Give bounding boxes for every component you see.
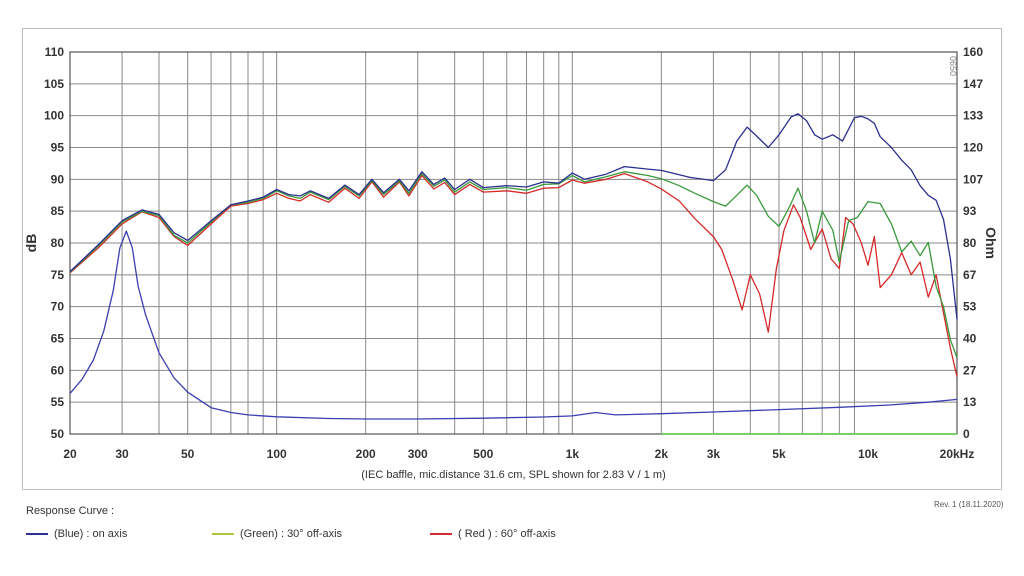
legend-swatch-red (430, 533, 452, 535)
series-line-on-axis (69, 113, 958, 320)
legend-label-green: (Green) : 30° off-axis (240, 528, 343, 540)
y-tick-label-right: 120 (963, 141, 983, 155)
y-tick-label-left: 90 (51, 172, 65, 186)
y-tick-label-right: 53 (963, 300, 977, 314)
x-tick-label: 50 (181, 447, 195, 461)
y-tick-label-right: 0 (963, 427, 970, 441)
corner-code: 0650 (948, 56, 958, 76)
legend-item-green: (Green) : 30° off-axis (212, 528, 342, 540)
y-tick-label-right: 80 (963, 236, 977, 250)
y-tick-label-left: 80 (51, 236, 65, 250)
legend-item-blue: (Blue) : on axis (26, 528, 127, 540)
y-tick-label-left: 55 (51, 395, 65, 409)
legend-label-red: ( Red ) : 60° off-axis (458, 528, 556, 540)
y-tick-label-left: 100 (44, 109, 64, 123)
y-tick-label-left: 95 (51, 141, 65, 155)
legend-label-blue: (Blue) : on axis (54, 528, 128, 540)
x-tick-label: 10k (858, 447, 878, 461)
x-tick-label: 300 (408, 447, 428, 461)
x-tick-label: 500 (473, 447, 493, 461)
x-tick-label: 30 (115, 447, 129, 461)
legend-item-red: ( Red ) : 60° off-axis (430, 528, 556, 540)
y-tick-label-right: 160 (963, 45, 983, 59)
y-axis-label-left: dB (23, 234, 39, 253)
x-tick-label: 100 (267, 447, 287, 461)
y-tick-label-left: 50 (51, 427, 65, 441)
y-tick-label-left: 65 (51, 332, 65, 346)
series-line-impedance (69, 230, 958, 420)
revision-note: Rev. 1 (18.11.2020) (934, 500, 1004, 509)
x-tick-label: 3k (707, 447, 721, 461)
x-tick-label: 20 (63, 447, 77, 461)
y-tick-label-right: 133 (963, 109, 983, 123)
y-tick-label-left: 70 (51, 300, 65, 314)
y-tick-label-right: 40 (963, 332, 977, 346)
y-tick-label-right: 93 (963, 204, 977, 218)
chart-caption: (IEC baffle, mic.distance 31.6 cm, SPL s… (361, 469, 665, 481)
x-tick-label: 20kHz (940, 447, 975, 461)
series-line-30-deg (69, 171, 958, 358)
legend-swatch-green (212, 533, 234, 535)
x-tick-label: 1k (566, 447, 580, 461)
x-tick-label: 5k (772, 447, 786, 461)
series-line-60-deg (69, 172, 958, 377)
plot-border (69, 51, 958, 435)
y-tick-label-right: 147 (963, 77, 983, 91)
y-tick-label-left: 110 (45, 45, 65, 59)
y-tick-label-left: 105 (44, 77, 64, 91)
y-tick-label-left: 60 (51, 363, 65, 377)
y-tick-label-right: 13 (963, 395, 977, 409)
y-axis-label-right: Ohm (983, 227, 999, 259)
y-tick-label-left: 85 (51, 204, 65, 218)
legend-swatch-blue (26, 533, 48, 535)
y-tick-label-left: 75 (51, 268, 65, 282)
frequency-response-chart: 50 55 60 65 70 75 80 85 90 95 100 105 110 0 13 27 40 53 67… (23, 45, 999, 481)
x-tick-label: 200 (356, 447, 376, 461)
legend-title: Response Curve : (26, 505, 115, 517)
y-tick-label-right: 107 (963, 172, 983, 186)
y-tick-label-right: 27 (963, 363, 977, 377)
x-tick-label: 2k (655, 447, 669, 461)
y-tick-label-right: 67 (963, 268, 977, 282)
